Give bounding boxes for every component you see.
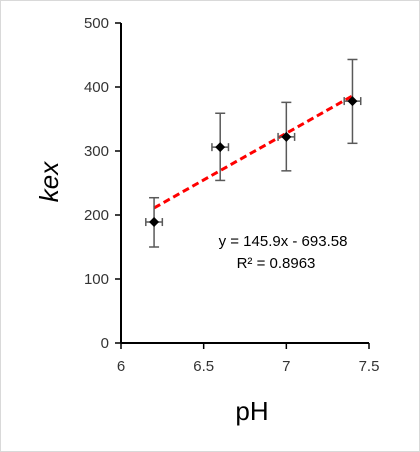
data-point-marker — [281, 131, 292, 142]
trendline-group — [153, 94, 354, 210]
axes: 0 100 200 300 400 500 6 6.5 7 7.5 — [84, 15, 379, 375]
y-tick-label: 500 — [84, 15, 109, 32]
trendline — [153, 94, 354, 210]
data-points — [149, 96, 358, 228]
x-axis-label: pH — [235, 396, 268, 426]
trendline-equation-label: y = 145.9x - 693.58 — [219, 233, 348, 250]
x-tick-label: 6.5 — [193, 358, 214, 375]
axis-labels: pH kex — [34, 161, 269, 426]
y-tick-label: 100 — [84, 271, 109, 288]
y-tick-label: 300 — [84, 143, 109, 160]
y-tick-label: 0 — [101, 335, 109, 352]
x-tick-label: 6 — [117, 358, 125, 375]
y-tick-label: 200 — [84, 207, 109, 224]
trendline-r2-label: R² = 0.8963 — [237, 255, 316, 272]
y-axis-label: kex — [34, 161, 64, 202]
trendline-equation: y = 145.9x - 693.58 R² = 0.8963 — [219, 233, 348, 272]
y-tick-label: 400 — [84, 79, 109, 96]
x-tick-label: 7.5 — [359, 358, 380, 375]
data-point-marker — [215, 142, 226, 153]
x-tick-label: 7 — [282, 358, 290, 375]
data-point-marker — [347, 96, 358, 107]
data-point-marker — [149, 217, 160, 228]
